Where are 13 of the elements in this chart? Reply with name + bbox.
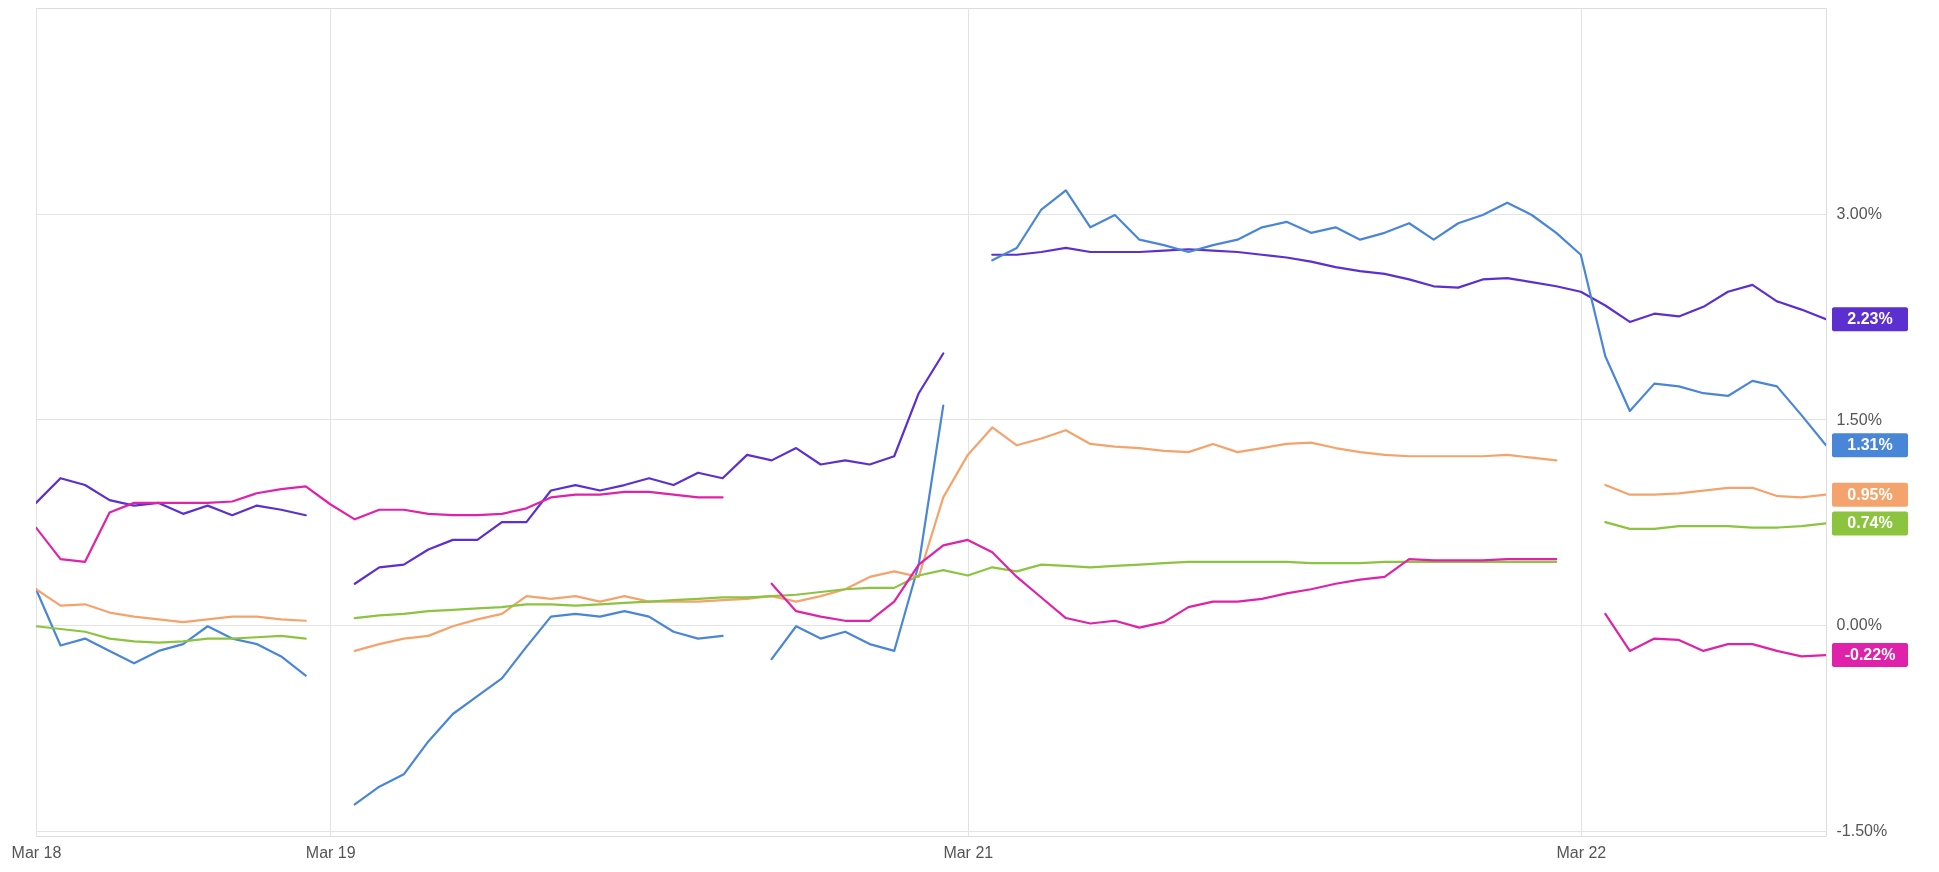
y-tick-label: 1.50% xyxy=(1836,410,1882,428)
y-tick-label: 3.00% xyxy=(1836,205,1882,223)
data-label: 1.31% xyxy=(1847,436,1893,454)
x-tick-label: Mar 19 xyxy=(305,843,356,861)
y-tick-label: 0.00% xyxy=(1836,616,1882,634)
data-label: 0.74% xyxy=(1847,514,1893,532)
x-tick-label: Mar 18 xyxy=(11,843,62,861)
data-label: 2.23% xyxy=(1847,310,1893,328)
data-label: -0.22% xyxy=(1844,646,1896,664)
y-tick-label: -1.50% xyxy=(1836,822,1888,840)
data-label: 0.95% xyxy=(1847,485,1893,503)
x-tick-label: Mar 21 xyxy=(943,843,994,861)
x-tick-label: Mar 22 xyxy=(1556,843,1607,861)
